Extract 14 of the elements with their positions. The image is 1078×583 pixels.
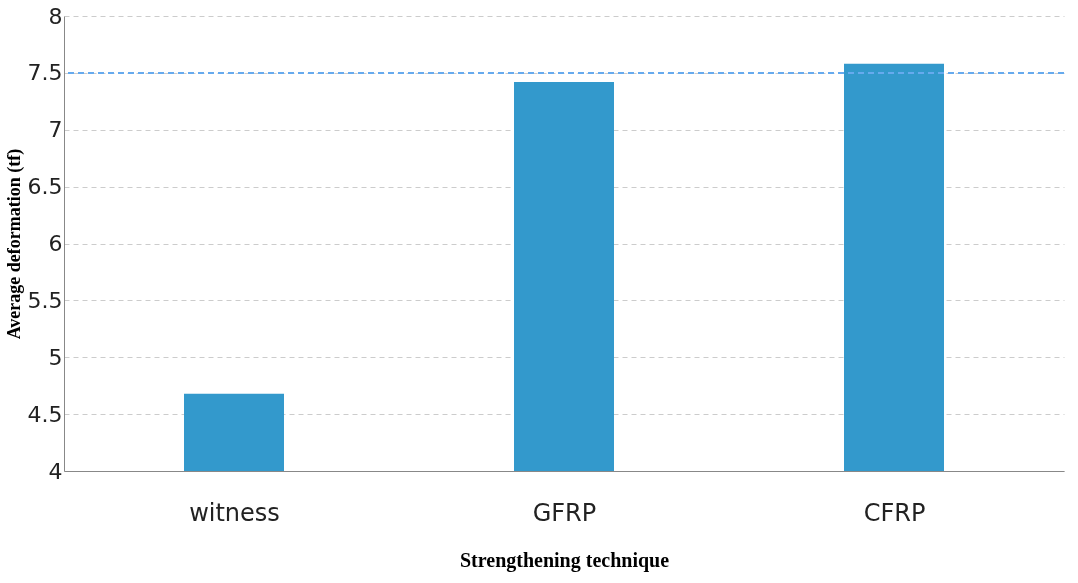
y-tick-label: 4 bbox=[48, 458, 63, 484]
y-tick-label: 7.5 bbox=[27, 60, 63, 86]
y-tick-label: 6.5 bbox=[27, 174, 63, 200]
x-tick-label: witness bbox=[189, 498, 280, 527]
x-axis-title: Strengthening technique bbox=[459, 548, 670, 572]
y-tick-label: 4.5 bbox=[27, 401, 63, 427]
y-tick-label: 6 bbox=[48, 231, 63, 256]
y-axis-title: Average deformation (tf) bbox=[3, 148, 25, 340]
y-tick-label: 7 bbox=[48, 117, 63, 143]
x-tick-label: CFRP bbox=[863, 498, 926, 527]
x-tick-label: GFRP bbox=[532, 498, 597, 527]
y-tick-label: 5 bbox=[48, 344, 63, 370]
y-tick-label: 5.5 bbox=[27, 287, 63, 313]
y-tick-label: 8 bbox=[48, 3, 63, 29]
